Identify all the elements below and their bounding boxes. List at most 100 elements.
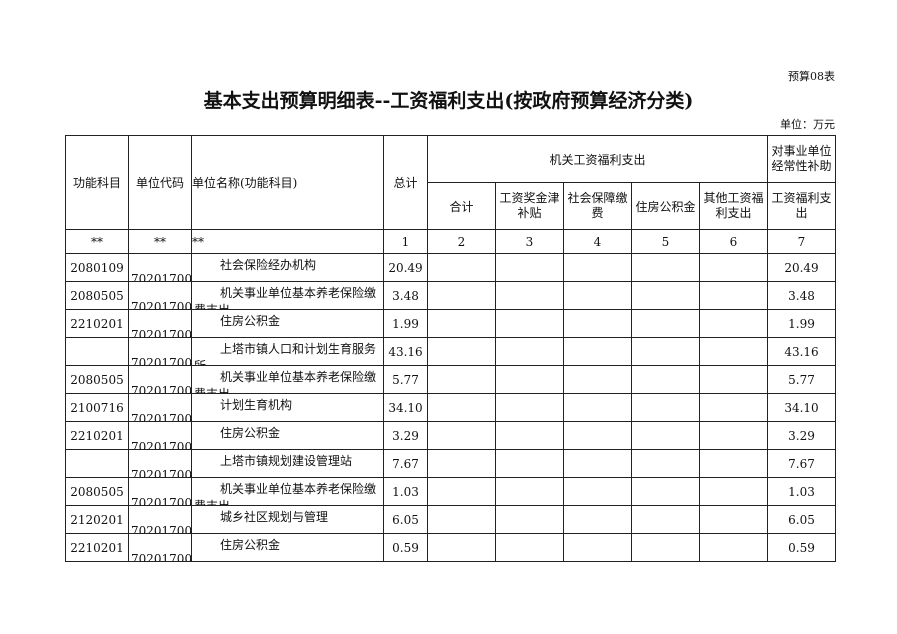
name-cell: 计划生育机构 [191, 393, 384, 422]
func-cell: 2080505 [65, 281, 129, 310]
header-total: 总计 [383, 135, 428, 230]
empty-cell [427, 421, 496, 450]
empty-cell [427, 393, 496, 422]
total-cell: 20.49 [383, 253, 428, 282]
table-row: 2100716 702017004 计划生育机构 34.10 34.10 [65, 393, 836, 422]
name-cell: 住房公积金 [191, 309, 384, 338]
name-cell: 机关事业单位基本养老保险缴费支出 [191, 281, 384, 310]
empty-cell [699, 337, 768, 366]
unit-name: 城乡社区规划与管理 [220, 510, 329, 524]
serial-cell: 3 [495, 229, 564, 254]
code-cell: 702017003 [128, 253, 192, 282]
subsidy-cell: 3.48 [767, 281, 836, 310]
empty-cell [495, 505, 564, 534]
empty-cell [699, 449, 768, 478]
serial-cell: 2 [427, 229, 496, 254]
subsidy-cell: 1.99 [767, 309, 836, 338]
table-row: 2120201 702017005 城乡社区规划与管理 6.05 6.05 [65, 505, 836, 534]
unit-code: 702017004 [131, 412, 192, 422]
code-cell: 702017004 [128, 421, 192, 450]
table-row: 2080505 702017005 机关事业单位基本养老保险缴费支出 1.03 … [65, 477, 836, 506]
code-cell: 702017005 [128, 533, 192, 562]
empty-cell [631, 365, 700, 394]
form-number: 预算08表 [788, 70, 835, 83]
func-cell [65, 449, 129, 478]
unit-name: 住房公积金 [220, 426, 281, 440]
empty-cell [563, 533, 632, 562]
name-cell: 住房公积金 [191, 533, 384, 562]
empty-cell [495, 253, 564, 282]
unit-code: 702017005 [131, 524, 192, 534]
unit-code: 702017003 [131, 300, 192, 310]
empty-cell [495, 477, 564, 506]
serial-cell: ** [65, 229, 129, 254]
empty-cell [699, 281, 768, 310]
empty-cell [631, 449, 700, 478]
code-cell: 702017004 [128, 337, 192, 366]
subsidy-cell: 6.05 [767, 505, 836, 534]
code-cell: 702017003 [128, 309, 192, 338]
empty-cell [495, 421, 564, 450]
table-row: 2080505 702017004 机关事业单位基本养老保险缴费支出 5.77 … [65, 365, 836, 394]
header-sub: 住房公积金 [631, 182, 700, 230]
subsidy-cell: 5.77 [767, 365, 836, 394]
empty-cell [563, 393, 632, 422]
empty-cell [495, 533, 564, 562]
table-row: 702017005 上塔市镇规划建设管理站 7.67 7.67 [65, 449, 836, 478]
empty-cell [427, 533, 496, 562]
unit-name: 上塔市镇规划建设管理站 [220, 454, 353, 468]
empty-cell [699, 393, 768, 422]
empty-cell [699, 421, 768, 450]
total-cell: 43.16 [383, 337, 428, 366]
table-row: 2210201 702017005 住房公积金 0.59 0.59 [65, 533, 836, 562]
header-sub: 工资奖金津补贴 [495, 182, 564, 230]
total-cell: 34.10 [383, 393, 428, 422]
subsidy-cell: 34.10 [767, 393, 836, 422]
empty-cell [631, 309, 700, 338]
unit-name: 上塔市镇人口和计划生育服务所 [194, 342, 377, 365]
empty-cell [427, 309, 496, 338]
serial-cell: 7 [767, 229, 836, 254]
func-cell: 2210201 [65, 421, 129, 450]
total-cell: 1.99 [383, 309, 428, 338]
table-row: 2210201 702017003 住房公积金 1.99 1.99 [65, 309, 836, 338]
total-cell: 6.05 [383, 505, 428, 534]
unit-name: 计划生育机构 [220, 398, 293, 412]
subsidy-cell: 20.49 [767, 253, 836, 282]
empty-cell [495, 449, 564, 478]
unit-name: 机关事业单位基本养老保险缴费支出 [194, 286, 377, 309]
page-title: 基本支出预算明细表--工资福利支出(按政府预算经济分类) [203, 90, 694, 112]
empty-cell [427, 449, 496, 478]
empty-cell [563, 253, 632, 282]
code-cell: 702017005 [128, 477, 192, 506]
empty-cell [631, 533, 700, 562]
empty-cell [631, 281, 700, 310]
empty-cell [631, 477, 700, 506]
budget-table: 功能科目 单位代码 单位名称(功能科目) 总计 机关工资福利支出 对事业单位经常… [65, 135, 836, 562]
header-func: 功能科目 [65, 135, 129, 230]
name-cell: 住房公积金 [191, 421, 384, 450]
unit-code: 702017004 [131, 356, 192, 366]
table-row: 2080109 702017003 社会保险经办机构 20.49 20.49 [65, 253, 836, 282]
serial-cell: 6 [699, 229, 768, 254]
empty-cell [699, 253, 768, 282]
serial-cell: 4 [563, 229, 632, 254]
header-sub: 工资福利支出 [767, 182, 836, 230]
table-row: 2210201 702017004 住房公积金 3.29 3.29 [65, 421, 836, 450]
header-sub: 合计 [427, 182, 496, 230]
unit-label: 单位：万元 [780, 118, 835, 131]
serial-cell: ** [128, 229, 192, 254]
empty-cell [699, 309, 768, 338]
subsidy-cell: 43.16 [767, 337, 836, 366]
func-cell: 2210201 [65, 533, 129, 562]
serial-cell: 1 [383, 229, 428, 254]
name-cell: 机关事业单位基本养老保险缴费支出 [191, 365, 384, 394]
empty-cell [563, 477, 632, 506]
table-row: 2080505 702017003 机关事业单位基本养老保险缴费支出 3.48 … [65, 281, 836, 310]
empty-cell [699, 365, 768, 394]
unit-code: 702017004 [131, 384, 192, 394]
header-name: 单位名称(功能科目) [191, 135, 384, 230]
unit-code: 702017005 [131, 468, 192, 478]
empty-cell [427, 337, 496, 366]
name-cell: 上塔市镇规划建设管理站 [191, 449, 384, 478]
